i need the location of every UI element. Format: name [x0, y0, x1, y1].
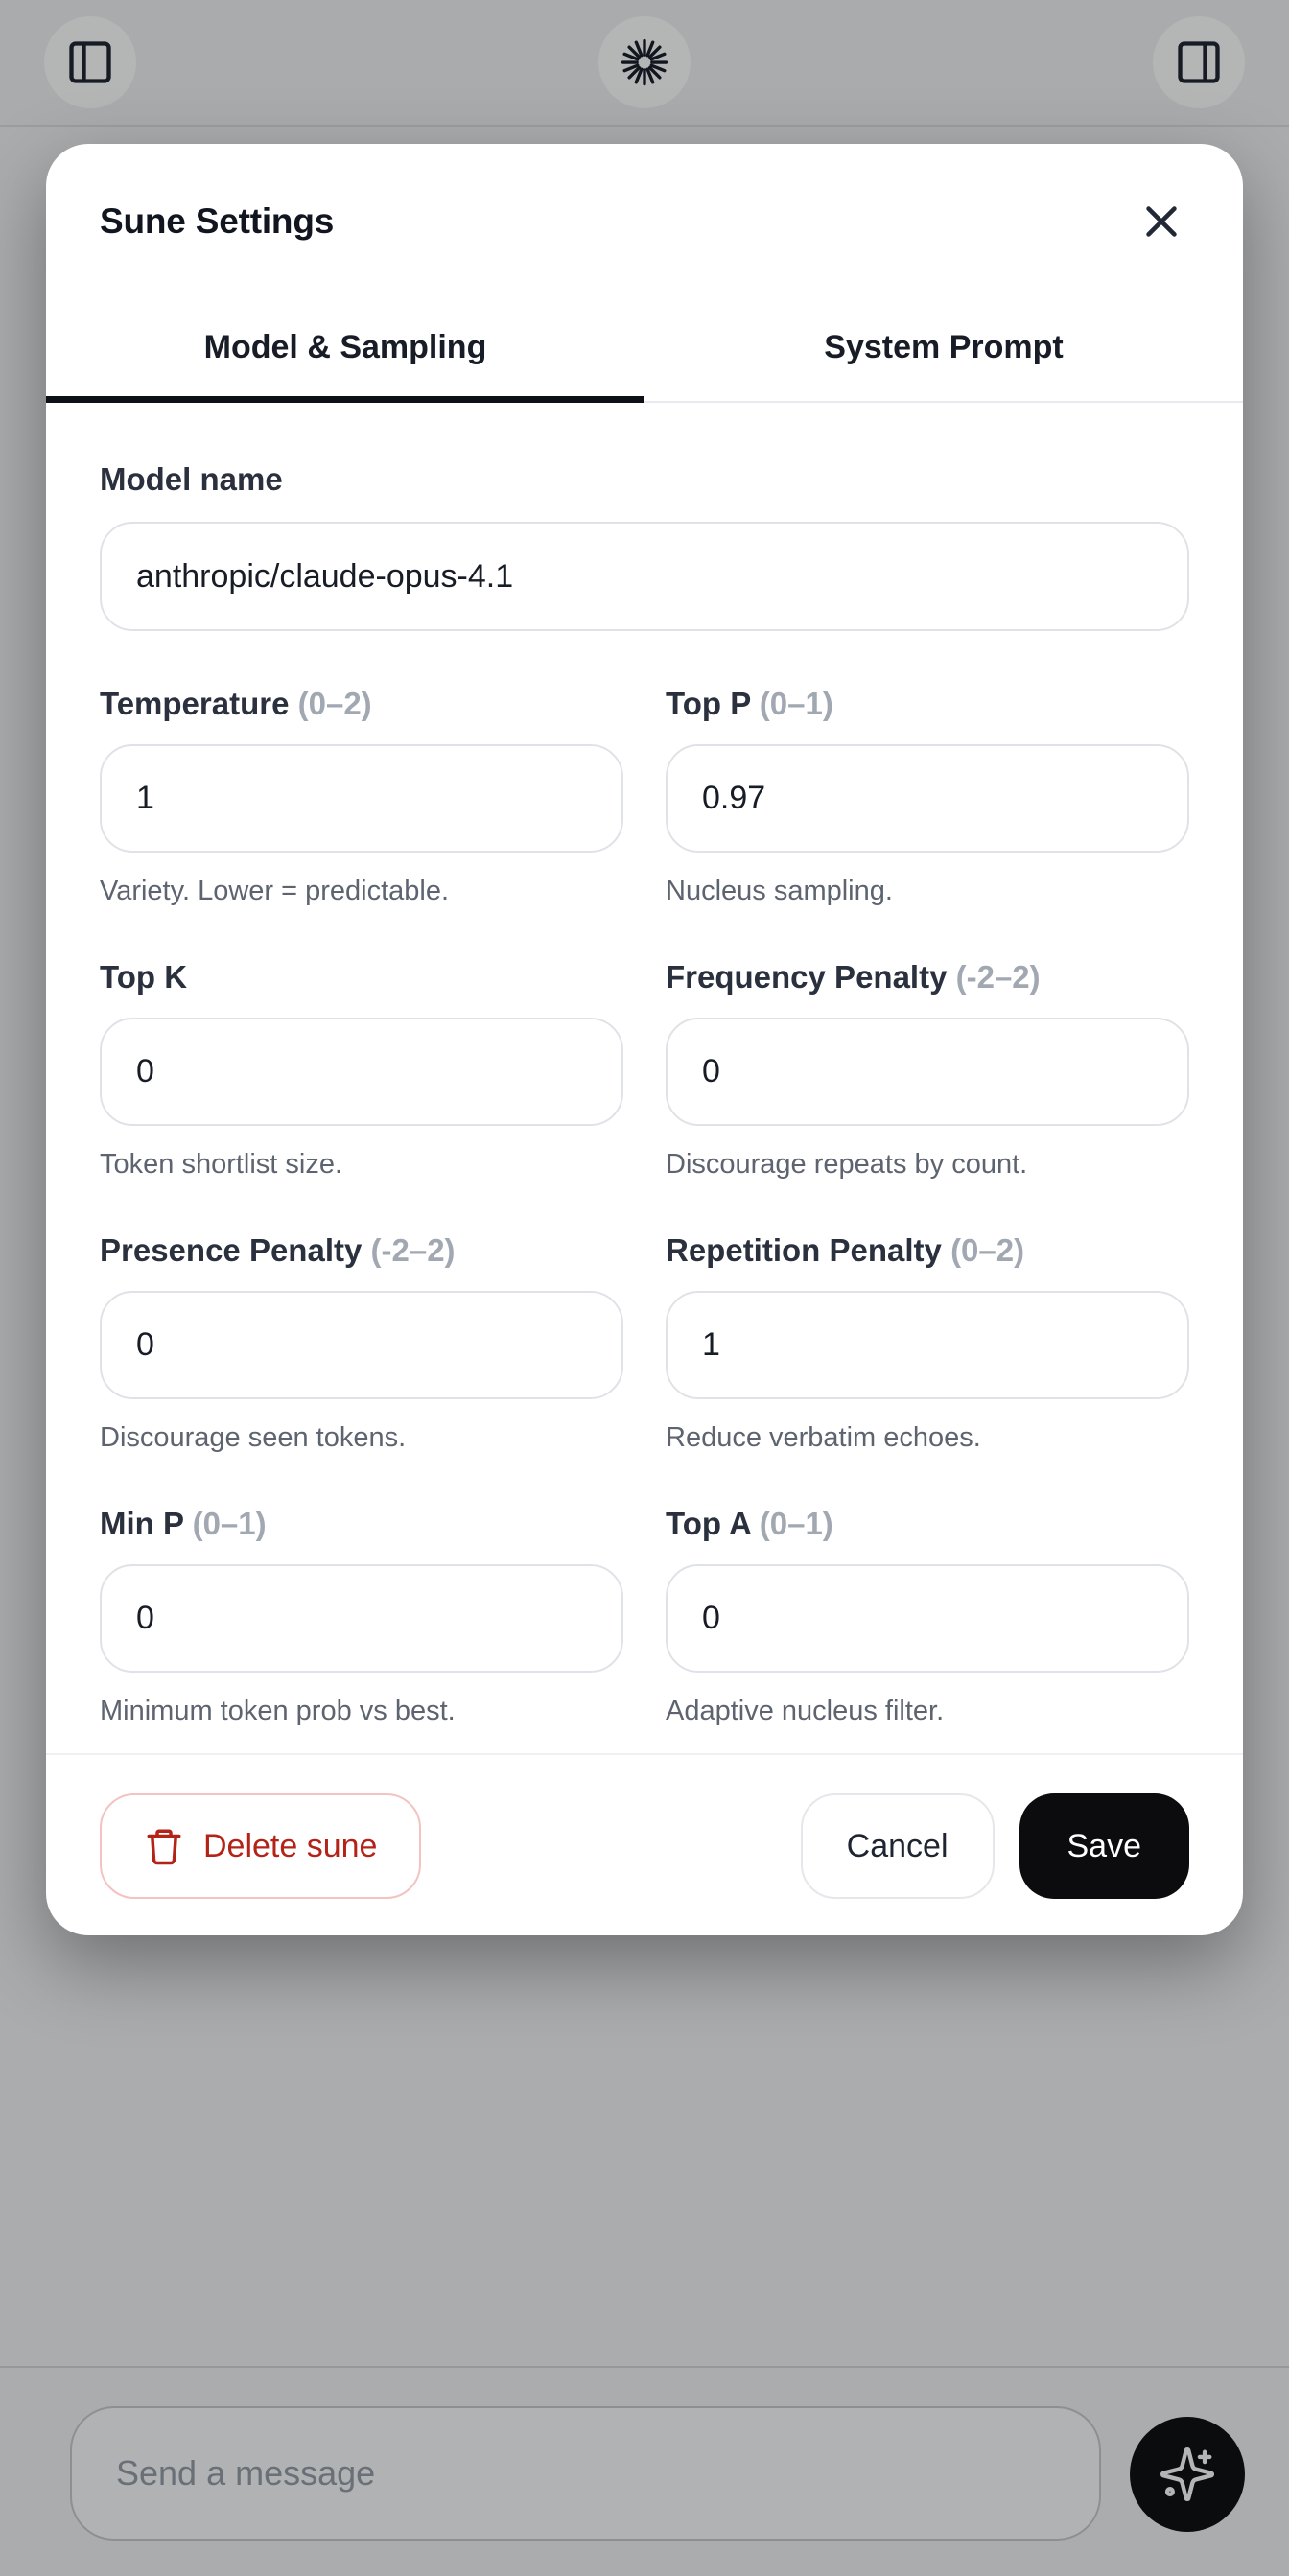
delete-sune-button[interactable]: Delete sune: [100, 1793, 422, 1899]
param-label: Temperature (0–2): [100, 685, 623, 723]
param-help: Discourage repeats by count.: [666, 1149, 1028, 1180]
param-range: (0–1): [192, 1506, 267, 1541]
param-label: Top K: [100, 958, 623, 996]
sune-settings-modal: Sune Settings Model & Sampling System Pr…: [46, 144, 1243, 1935]
panel-right-button[interactable]: [1153, 16, 1245, 108]
starburst-icon: [621, 38, 668, 86]
param-label: Frequency Penalty (-2–2): [666, 958, 1189, 996]
param-label-text: Top P: [666, 686, 751, 721]
param-label-text: Min P: [100, 1506, 184, 1541]
panel-right-icon: [1178, 41, 1220, 83]
footer-actions: Cancel Save: [800, 1793, 1189, 1899]
close-icon: [1146, 206, 1177, 237]
param-label-text: Frequency Penalty: [666, 959, 948, 995]
param-range: (0–1): [759, 1506, 833, 1541]
param-field: Temperature (0–2) Variety. Lower = predi…: [100, 685, 623, 908]
param-field: Frequency Penalty (-2–2) Discourage repe…: [666, 958, 1189, 1182]
param-help: Reduce verbatim echoes.: [666, 1422, 981, 1453]
save-button[interactable]: Save: [1019, 1793, 1189, 1899]
param-input[interactable]: [100, 1018, 623, 1126]
param-label: Presence Penalty (-2–2): [100, 1231, 623, 1270]
params-grid: Temperature (0–2) Variety. Lower = predi…: [100, 685, 1189, 1728]
cancel-button[interactable]: Cancel: [800, 1793, 995, 1899]
tab-bar: Model & Sampling System Prompt: [46, 293, 1243, 403]
param-field: Top P (0–1) Nucleus sampling.: [666, 685, 1189, 908]
message-input[interactable]: [70, 2406, 1101, 2541]
param-field: Presence Penalty (-2–2) Discourage seen …: [100, 1231, 623, 1455]
model-name-label: Model name: [100, 461, 283, 497]
top-bar: [0, 0, 1289, 127]
param-label-text: Temperature: [100, 686, 290, 721]
param-label: Top P (0–1): [666, 685, 1189, 723]
param-help: Nucleus sampling.: [666, 876, 893, 906]
param-label-text: Top A: [666, 1506, 751, 1541]
tab-model-sampling[interactable]: Model & Sampling: [46, 293, 644, 403]
modal-content: Model name Temperature (0–2) Variety. Lo…: [46, 403, 1243, 1728]
param-input[interactable]: [666, 1018, 1189, 1126]
param-input[interactable]: [100, 1564, 623, 1673]
param-input[interactable]: [666, 744, 1189, 853]
param-range: (-2–2): [370, 1232, 456, 1268]
panel-left-icon: [69, 41, 111, 83]
param-range: (0–2): [297, 686, 372, 721]
param-label: Repetition Penalty (0–2): [666, 1231, 1189, 1270]
model-name-input[interactable]: [100, 522, 1189, 631]
param-label-text: Top K: [100, 959, 188, 995]
model-name-field: Model name: [100, 460, 1189, 631]
param-label: Top A (0–1): [666, 1505, 1189, 1543]
modal-title: Sune Settings: [100, 201, 335, 241]
tab-system-prompt[interactable]: System Prompt: [824, 328, 1064, 365]
param-help: Variety. Lower = predictable.: [100, 876, 450, 906]
close-button[interactable]: [1134, 194, 1189, 249]
param-range: (0–2): [950, 1232, 1025, 1268]
sparkles-icon: [1160, 2447, 1215, 2502]
param-input[interactable]: [666, 1291, 1189, 1399]
param-field: Repetition Penalty (0–2) Reduce verbatim…: [666, 1231, 1189, 1455]
send-button[interactable]: [1130, 2417, 1245, 2532]
modal-footer: Delete sune Cancel Save: [46, 1753, 1243, 1935]
param-input[interactable]: [100, 744, 623, 853]
delete-sune-label: Delete sune: [203, 1827, 378, 1864]
composer-bar: [0, 2366, 1289, 2576]
param-help: Adaptive nucleus filter.: [666, 1696, 945, 1726]
param-input[interactable]: [666, 1564, 1189, 1673]
param-range: (-2–2): [955, 959, 1041, 995]
modal-header: Sune Settings: [46, 144, 1243, 293]
param-label: Min P (0–1): [100, 1505, 623, 1543]
param-field: Top A (0–1) Adaptive nucleus filter.: [666, 1505, 1189, 1728]
param-label-text: Repetition Penalty: [666, 1232, 942, 1268]
param-field: Top K Token shortlist size.: [100, 958, 623, 1182]
trash-icon: [147, 1829, 181, 1865]
param-label-text: Presence Penalty: [100, 1232, 363, 1268]
param-help: Minimum token prob vs best.: [100, 1696, 456, 1726]
param-range: (0–1): [759, 686, 833, 721]
param-input[interactable]: [100, 1291, 623, 1399]
param-help: Discourage seen tokens.: [100, 1422, 407, 1453]
param-field: Min P (0–1) Minimum token prob vs best.: [100, 1505, 623, 1728]
sune-logo-button[interactable]: [598, 16, 691, 108]
param-help: Token shortlist size.: [100, 1149, 343, 1180]
sidebar-toggle-button[interactable]: [44, 16, 136, 108]
